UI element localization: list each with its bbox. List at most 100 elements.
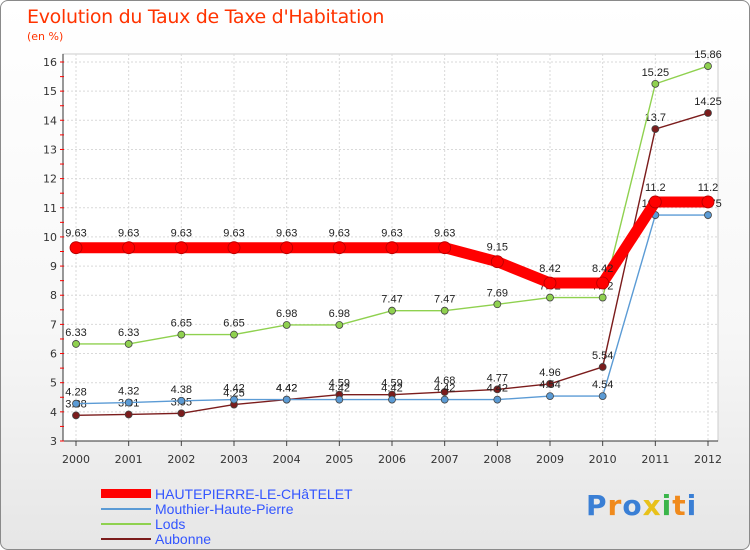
data-label: 9.63 [118, 228, 139, 240]
logo-letter: i [686, 489, 698, 522]
data-point [280, 241, 294, 255]
y-tick-label: 8 [50, 289, 57, 302]
data-point [335, 321, 344, 329]
y-tick-label: 5 [50, 377, 57, 390]
data-point [493, 395, 502, 404]
data-label: 7.47 [381, 294, 402, 306]
data-point [385, 241, 399, 255]
data-label: 9.15 [487, 242, 508, 254]
data-point [72, 340, 80, 348]
data-label: 4.32 [118, 386, 139, 398]
data-label: 11.2 [645, 182, 666, 194]
data-point [72, 399, 80, 408]
data-point [174, 241, 188, 255]
x-tick-label: 2003 [220, 453, 248, 466]
data-label: 4.96 [539, 367, 560, 379]
data-label: 4.42 [329, 383, 350, 395]
legend-item: HAUTEPIERRE-LE-CHâTELET [101, 486, 353, 502]
chart-title: Evolution du Taux de Taxe d'Habitation [27, 6, 385, 28]
data-label: 6.65 [223, 318, 244, 330]
data-point [598, 392, 607, 401]
data-point [69, 241, 83, 255]
legend-label: Mouthier-Haute-Pierre [155, 500, 294, 517]
data-point [388, 306, 396, 315]
data-label: 4.42 [276, 383, 297, 395]
data-point [72, 411, 80, 420]
x-tick-label: 2007 [431, 453, 459, 466]
data-label: 8.42 [592, 263, 613, 275]
data-point [177, 330, 186, 339]
legend-label: Aubonne [155, 530, 212, 547]
data-label: 4.25 [223, 388, 244, 400]
data-label: 8.42 [539, 263, 560, 275]
data-label: 4.54 [592, 379, 613, 391]
data-point [227, 241, 241, 255]
data-label: 9.63 [434, 228, 455, 240]
x-tick-label: 2009 [536, 453, 564, 466]
data-point [651, 79, 660, 88]
data-label: 9.63 [276, 228, 297, 240]
y-tick-label: 9 [50, 260, 57, 273]
data-point [543, 276, 557, 290]
y-tick-label: 14 [43, 114, 57, 127]
data-point [440, 388, 449, 396]
data-label: 6.33 [65, 327, 86, 339]
data-label: 13.7 [645, 112, 666, 124]
x-tick-label: 2008 [483, 453, 511, 466]
data-point [704, 62, 712, 70]
data-label: 14.25 [694, 96, 722, 108]
data-point [704, 109, 712, 117]
legend-swatch [101, 489, 151, 498]
chart-legend: HAUTEPIERRE-LE-CHâTELET Mouthier-Haute-Pi… [101, 486, 353, 547]
data-label: 4.59 [329, 378, 350, 390]
y-tick-label: 6 [50, 348, 57, 361]
x-tick-label: 2004 [273, 453, 301, 466]
x-tick-label: 2000 [62, 453, 90, 466]
data-label: 15.25 [642, 67, 670, 79]
data-point [335, 395, 344, 404]
data-label: 4.42 [434, 383, 455, 395]
y-tick-label: 16 [43, 56, 57, 69]
proxiti-logo: Proxiti [586, 489, 697, 522]
data-point [388, 395, 396, 404]
data-point [124, 398, 133, 407]
data-point [701, 195, 715, 209]
data-point [490, 255, 504, 269]
data-label: 11.2 [698, 182, 719, 194]
legend-item: Mouthier-Haute-Pierre [101, 500, 353, 517]
data-label: 7.69 [487, 287, 508, 299]
data-label: 9.63 [381, 228, 402, 240]
chart-subtitle: (en %) [27, 30, 64, 43]
data-label: 6.98 [329, 308, 350, 320]
data-label: 4.42 [276, 383, 297, 395]
legend-swatch [101, 537, 151, 540]
data-label: 15.86 [694, 49, 722, 61]
data-label: 4.68 [434, 375, 455, 387]
data-label: 9.63 [171, 228, 192, 240]
data-point [704, 211, 712, 219]
data-point [230, 395, 238, 404]
x-tick-label: 2006 [378, 453, 406, 466]
x-tick-label: 2012 [694, 453, 722, 466]
data-point [546, 379, 554, 388]
data-point [122, 241, 136, 255]
data-label: 6.33 [118, 327, 139, 339]
data-point [440, 395, 449, 404]
data-label: 4.54 [539, 379, 560, 391]
logo-letter: t [672, 489, 687, 522]
data-point [177, 409, 186, 418]
y-tick-label: 10 [43, 231, 57, 244]
x-tick-label: 2005 [325, 453, 353, 466]
legend-item: Lods [101, 516, 353, 532]
y-tick-label: 11 [43, 202, 57, 215]
data-label: 4.28 [65, 387, 86, 399]
logo-letter: r [607, 489, 623, 522]
y-tick-label: 3 [50, 435, 57, 448]
data-label: 9.63 [223, 228, 244, 240]
data-point [440, 306, 449, 315]
logo-letter: P [586, 489, 608, 522]
data-point [282, 321, 291, 329]
data-point [546, 293, 554, 302]
x-tick-label: 2001 [115, 453, 143, 466]
